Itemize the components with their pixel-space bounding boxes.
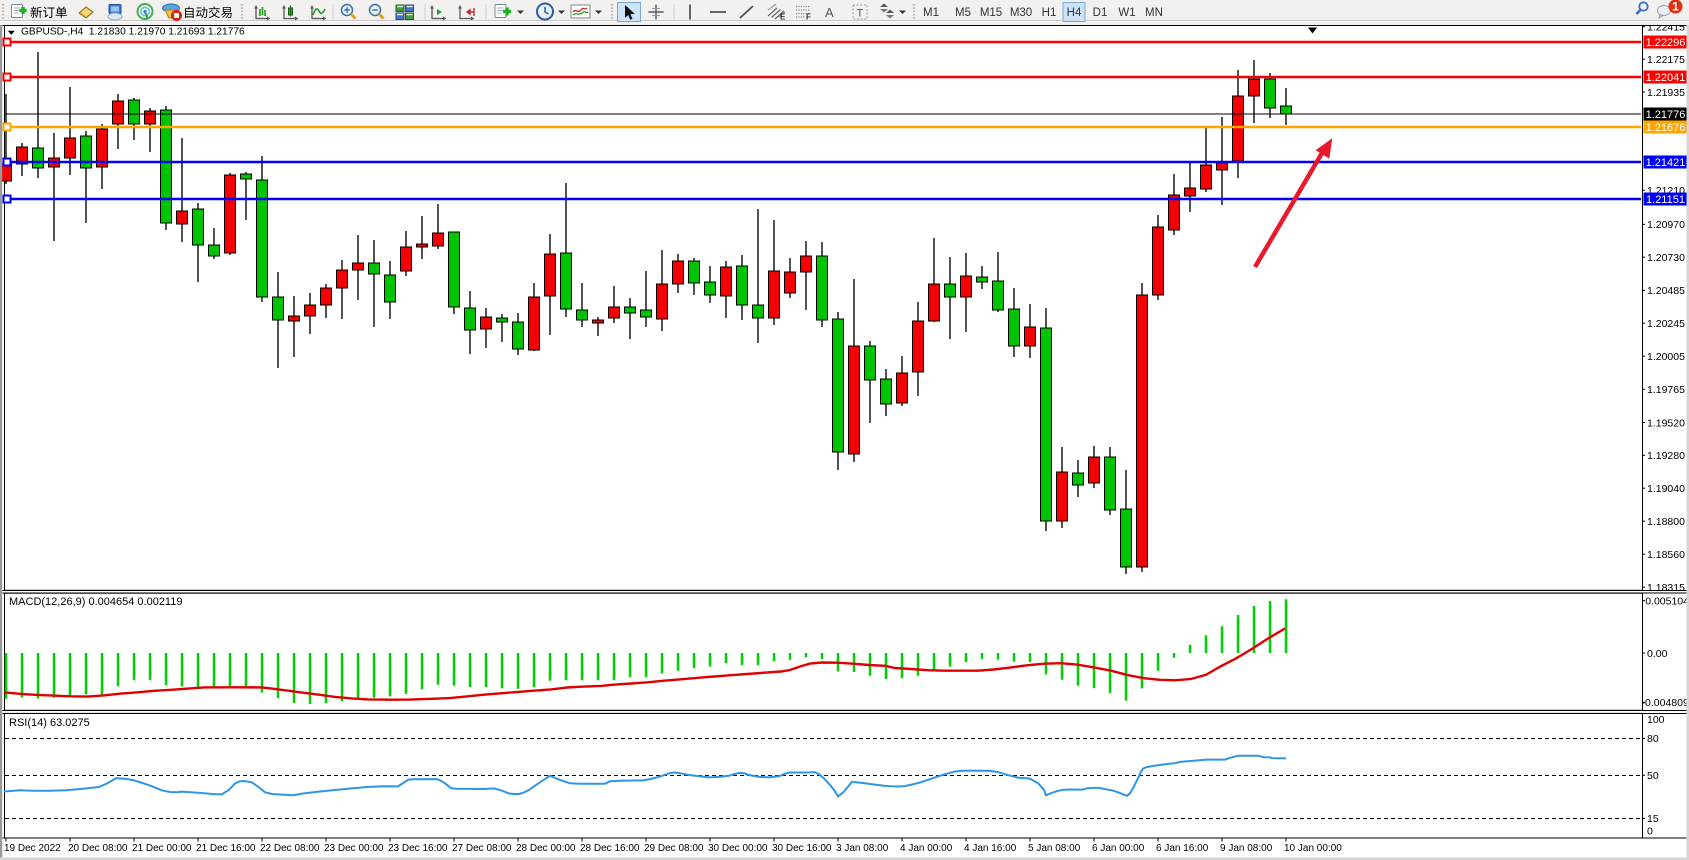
- svg-text:4 Jan 16:00: 4 Jan 16:00: [964, 843, 1017, 854]
- svg-text:22 Dec 08:00: 22 Dec 08:00: [260, 843, 320, 854]
- svg-text:20 Dec 08:00: 20 Dec 08:00: [68, 843, 128, 854]
- svg-text:1.22175: 1.22175: [1647, 54, 1685, 66]
- svg-text:H4: H4: [1067, 7, 1082, 19]
- svg-text:29 Dec 08:00: 29 Dec 08:00: [644, 843, 704, 854]
- svg-text:RSI(14) 63.0275: RSI(14) 63.0275: [9, 717, 90, 729]
- svg-text:4 Jan 00:00: 4 Jan 00:00: [900, 843, 953, 854]
- svg-text:0.00: 0.00: [1647, 648, 1668, 660]
- svg-text:1.18315: 1.18315: [1647, 582, 1685, 594]
- svg-text:1.20730: 1.20730: [1647, 252, 1685, 264]
- svg-text:10 Jan 00:00: 10 Jan 00:00: [1284, 843, 1342, 854]
- svg-text:M5: M5: [955, 7, 971, 19]
- svg-text:GBPUSD-,H4 1.21830 1.21970 1.: GBPUSD-,H4 1.21830 1.21970 1.21693 1.217…: [21, 27, 245, 38]
- svg-text:A: A: [825, 5, 834, 20]
- svg-text:MN: MN: [1145, 7, 1163, 19]
- svg-text:1.19280: 1.19280: [1647, 450, 1685, 462]
- svg-text:0.005104: 0.005104: [1645, 596, 1689, 608]
- svg-text:1.21935: 1.21935: [1647, 87, 1685, 99]
- svg-text:T: T: [857, 8, 864, 20]
- svg-text:1.20970: 1.20970: [1647, 219, 1685, 231]
- svg-text:1.20005: 1.20005: [1647, 351, 1685, 363]
- svg-text:1.22296: 1.22296: [1646, 37, 1686, 49]
- svg-text:E: E: [780, 13, 786, 22]
- svg-text:D1: D1: [1093, 7, 1108, 19]
- svg-text:5 Jan 08:00: 5 Jan 08:00: [1028, 843, 1081, 854]
- svg-text:100: 100: [1647, 714, 1665, 726]
- svg-text:3 Jan 08:00: 3 Jan 08:00: [836, 843, 889, 854]
- svg-text:M15: M15: [980, 7, 1002, 19]
- svg-text:15: 15: [1647, 813, 1659, 825]
- svg-text:1.22041: 1.22041: [1646, 72, 1686, 84]
- svg-text:M1: M1: [923, 7, 939, 19]
- svg-text:23 Dec 16:00: 23 Dec 16:00: [388, 843, 448, 854]
- svg-text:1.19040: 1.19040: [1647, 483, 1685, 495]
- svg-text:30 Dec 16:00: 30 Dec 16:00: [772, 843, 832, 854]
- svg-text:9 Jan 08:00: 9 Jan 08:00: [1220, 843, 1273, 854]
- svg-text:1.21776: 1.21776: [1646, 109, 1686, 121]
- svg-text:W1: W1: [1118, 7, 1135, 19]
- svg-text:0: 0: [1647, 825, 1653, 837]
- svg-text:6 Jan 00:00: 6 Jan 00:00: [1092, 843, 1145, 854]
- svg-text:80: 80: [1647, 733, 1659, 745]
- svg-text:1.19765: 1.19765: [1647, 384, 1685, 396]
- svg-text:28 Dec 00:00: 28 Dec 00:00: [516, 843, 576, 854]
- svg-text:MACD(12,26,9) 0.004654 0.00211: MACD(12,26,9) 0.004654 0.002119: [9, 596, 182, 608]
- svg-text:21 Dec 00:00: 21 Dec 00:00: [132, 843, 192, 854]
- svg-text:1: 1: [1672, 0, 1679, 14]
- svg-text:1.21151: 1.21151: [1646, 194, 1685, 206]
- svg-text:1.19520: 1.19520: [1647, 417, 1685, 429]
- svg-text:H1: H1: [1042, 7, 1057, 19]
- svg-text:30 Dec 00:00: 30 Dec 00:00: [708, 843, 768, 854]
- svg-text:19 Dec 2022: 19 Dec 2022: [4, 843, 61, 854]
- svg-text:50: 50: [1647, 770, 1659, 782]
- svg-text:1.20485: 1.20485: [1647, 285, 1685, 297]
- svg-text:1.18800: 1.18800: [1647, 516, 1685, 528]
- svg-text:6 Jan 16:00: 6 Jan 16:00: [1156, 843, 1209, 854]
- svg-text:1.22415: 1.22415: [1647, 22, 1685, 34]
- svg-text:-0.004809: -0.004809: [1642, 697, 1689, 709]
- svg-text:1.21676: 1.21676: [1646, 122, 1686, 134]
- svg-text:1.20245: 1.20245: [1647, 318, 1685, 330]
- svg-text:1.18560: 1.18560: [1647, 549, 1685, 561]
- svg-text:M30: M30: [1010, 7, 1032, 19]
- svg-text:F: F: [806, 13, 811, 22]
- svg-text:23 Dec 00:00: 23 Dec 00:00: [324, 843, 384, 854]
- svg-text:27 Dec 08:00: 27 Dec 08:00: [452, 843, 512, 854]
- svg-text:21 Dec 16:00: 21 Dec 16:00: [196, 843, 256, 854]
- svg-text:1.21421: 1.21421: [1646, 157, 1686, 169]
- svg-text:28 Dec 16:00: 28 Dec 16:00: [580, 843, 640, 854]
